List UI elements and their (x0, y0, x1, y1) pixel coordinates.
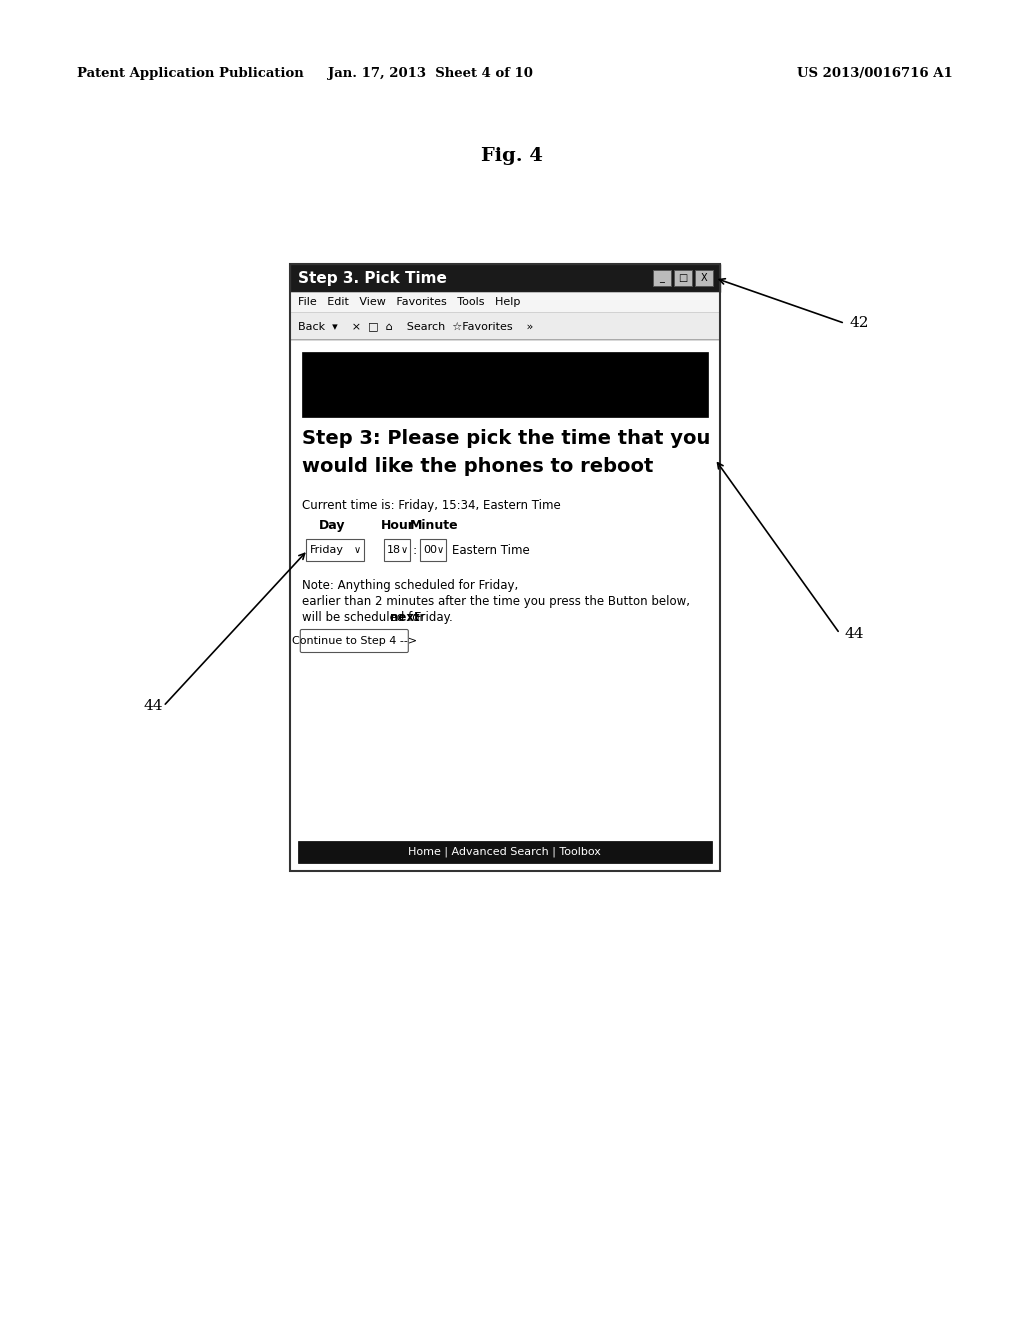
FancyBboxPatch shape (300, 630, 409, 652)
Bar (298, 841, 712, 863)
Bar (290, 264, 720, 871)
Text: :: : (413, 544, 417, 557)
Text: Eastern Time: Eastern Time (452, 544, 529, 557)
Bar (653, 271, 671, 286)
Text: File   Edit   View   Favorites   Tools   Help: File Edit View Favorites Tools Help (298, 297, 520, 308)
Text: 18: 18 (387, 545, 401, 554)
Bar (674, 271, 692, 286)
Text: Patent Application Publication: Patent Application Publication (77, 67, 303, 81)
Text: Friday.: Friday. (411, 611, 453, 624)
Text: Home | Advanced Search | Toolbox: Home | Advanced Search | Toolbox (409, 847, 601, 858)
Text: 00: 00 (423, 545, 437, 554)
Text: Continue to Step 4 -->: Continue to Step 4 --> (292, 636, 417, 645)
Text: Fig. 4: Fig. 4 (481, 147, 543, 165)
Text: □: □ (678, 273, 687, 282)
Bar (420, 539, 445, 561)
Text: Note: Anything scheduled for Friday,: Note: Anything scheduled for Friday, (302, 579, 518, 591)
Text: ∨: ∨ (401, 545, 409, 554)
Text: Day: Day (318, 519, 345, 532)
Bar (290, 312, 720, 341)
Text: Back  ▾    ×  □  ⌂    Search  ☆Favorites    »: Back ▾ × □ ⌂ Search ☆Favorites » (298, 321, 534, 331)
Text: ∨: ∨ (354, 545, 361, 554)
Text: ∨: ∨ (437, 545, 444, 554)
Text: 44: 44 (143, 700, 163, 713)
Bar (306, 539, 364, 561)
Bar (290, 292, 720, 312)
Text: 44: 44 (845, 627, 864, 640)
Bar (302, 352, 708, 417)
Text: Hour: Hour (381, 519, 415, 532)
Text: Minute: Minute (410, 519, 458, 532)
Text: Current time is: Friday, 15:34, Eastern Time: Current time is: Friday, 15:34, Eastern … (302, 499, 560, 512)
Bar (290, 341, 720, 871)
Text: Friday: Friday (310, 545, 344, 554)
Bar (290, 264, 720, 292)
Bar (384, 539, 410, 561)
Text: Jan. 17, 2013  Sheet 4 of 10: Jan. 17, 2013 Sheet 4 of 10 (328, 67, 532, 81)
Text: X: X (700, 273, 708, 282)
Bar (695, 271, 713, 286)
Text: earlier than 2 minutes after the time you press the Button below,: earlier than 2 minutes after the time yo… (302, 595, 690, 609)
Text: 42: 42 (850, 317, 869, 330)
Text: Step 3: Please pick the time that you: Step 3: Please pick the time that you (302, 429, 711, 447)
Text: will be scheduled for: will be scheduled for (302, 611, 428, 624)
Text: US 2013/0016716 A1: US 2013/0016716 A1 (797, 67, 952, 81)
Text: _: _ (659, 273, 665, 282)
Text: would like the phones to reboot: would like the phones to reboot (302, 457, 653, 477)
Text: next: next (390, 611, 420, 624)
Text: Step 3. Pick Time: Step 3. Pick Time (298, 271, 446, 285)
